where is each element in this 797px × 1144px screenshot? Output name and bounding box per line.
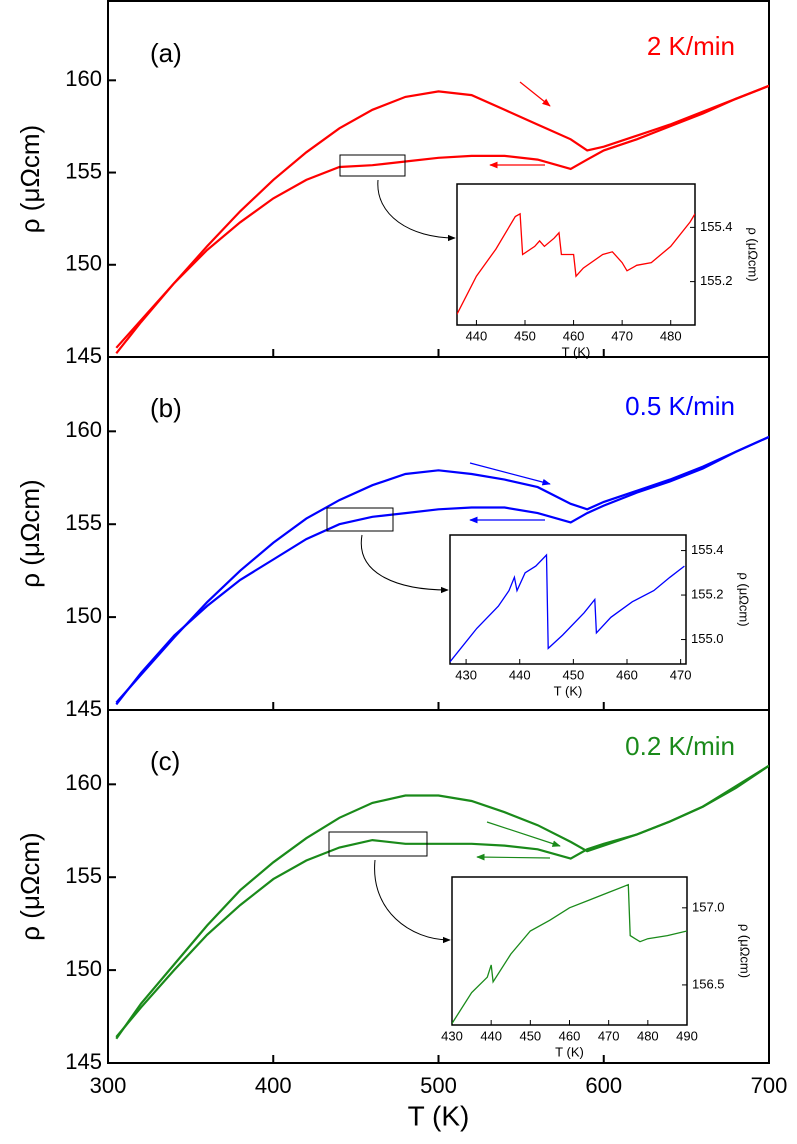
inset-lines: [457, 212, 695, 315]
y-tick-label: 155: [65, 863, 102, 888]
y-tick-label: 145: [65, 343, 102, 368]
inset-x-tick-label: 450: [519, 1028, 541, 1043]
y-tick-label: 150: [65, 251, 102, 276]
rate-label: 2 K/min: [647, 31, 735, 61]
inset-x-tick-label: 450: [563, 667, 585, 682]
inset-x-tick-label: 470: [611, 328, 633, 343]
inset-x-tick-label: 430: [455, 667, 477, 682]
inset-x-tick-label: 470: [598, 1028, 620, 1043]
inset-x-tick-label: 480: [637, 1028, 659, 1043]
data-line: [115, 84, 769, 354]
inset-x-label: T (K): [562, 344, 591, 359]
inset-x-tick-label: 460: [563, 328, 585, 343]
inset-x-tick-label: 430: [441, 1028, 463, 1043]
inset-lines: [452, 883, 687, 1024]
lines: [115, 764, 769, 1040]
inset-y-label: ρ (μΩcm): [738, 924, 753, 978]
inset-y-tick-label: 157.0: [692, 899, 725, 914]
inset-data-line: [450, 553, 685, 663]
x-axis-label: T (K): [408, 1100, 470, 1131]
y-tick-label: 160: [65, 417, 102, 442]
inset-data-line: [457, 212, 695, 315]
inset-y-tick-label: 155.4: [691, 542, 724, 557]
data-line: [115, 764, 769, 1038]
inset-x-tick-label: 460: [559, 1028, 581, 1043]
inset-data-line: [452, 883, 687, 1024]
x-tick-label: 300: [90, 1073, 127, 1098]
inset-x-tick-label: 480: [660, 328, 682, 343]
inset-y-tick-label: 155.2: [700, 273, 733, 288]
data-line: [115, 435, 769, 704]
y-tick-label: 160: [65, 770, 102, 795]
panel-label: (c): [150, 746, 180, 776]
direction-arrow: [519, 81, 551, 107]
inset-x-tick-label: 490: [676, 1028, 698, 1043]
direction-arrow: [486, 821, 561, 847]
rate-label: 0.5 K/min: [625, 391, 735, 421]
inset-x-tick-label: 440: [509, 667, 531, 682]
inset-frame: [451, 876, 688, 1026]
zoom-connector: [377, 179, 456, 242]
x-tick-label: 500: [420, 1073, 457, 1098]
inset-x-tick-label: 440: [480, 1028, 502, 1043]
inset-y-tick-label: 155.4: [700, 219, 733, 234]
y-axis-label: ρ (μΩcm): [15, 125, 45, 233]
direction-arrow: [469, 462, 551, 486]
inset-y-label: ρ (μΩcm): [737, 572, 752, 626]
y-tick-label: 155: [65, 158, 102, 183]
y-axis-label: ρ (μΩcm): [15, 479, 45, 587]
inset-frame: [456, 183, 696, 326]
data-line: [115, 84, 769, 349]
zoom-connector: [360, 534, 449, 594]
inset-y-tick-label: 156.5: [692, 976, 725, 991]
x-tick-label: 400: [255, 1073, 292, 1098]
y-tick-label: 145: [65, 696, 102, 721]
inset-x-tick-label: 470: [670, 667, 692, 682]
inset-x-tick-label: 440: [466, 328, 488, 343]
lines: [115, 435, 769, 706]
panel-label: (a): [150, 38, 182, 68]
direction-arrow: [476, 853, 551, 861]
inset-y-label: ρ (μΩcm): [746, 227, 761, 281]
inset-y-tick-label: 155.0: [691, 631, 724, 646]
rate-label: 0.2 K/min: [625, 731, 735, 761]
zoom-box: [326, 507, 394, 532]
zoom-box: [328, 831, 428, 857]
y-tick-label: 150: [65, 603, 102, 628]
inset-x-tick-label: 460: [616, 667, 638, 682]
x-tick-label: 600: [585, 1073, 622, 1098]
zoom-connector: [374, 859, 451, 944]
x-tick-label: 700: [751, 1073, 788, 1098]
lines: [115, 84, 769, 354]
inset-x-label: T (K): [554, 683, 583, 698]
y-tick-label: 160: [65, 66, 102, 91]
y-tick-label: 150: [65, 956, 102, 981]
inset-frame: [449, 534, 687, 665]
inset-x-tick-label: 450: [514, 328, 536, 343]
y-tick-label: 145: [65, 1049, 102, 1074]
inset-lines: [450, 553, 685, 663]
zoom-box: [339, 154, 406, 177]
y-axis-label: ρ (μΩcm): [15, 832, 45, 940]
inset-y-tick-label: 155.2: [691, 586, 724, 601]
y-tick-label: 155: [65, 510, 102, 535]
panel-label: (b): [150, 393, 182, 423]
data-line: [115, 435, 769, 706]
inset-x-label: T (K): [555, 1044, 584, 1059]
